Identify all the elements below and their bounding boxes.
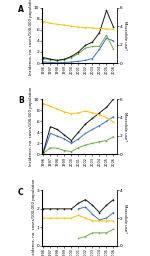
Y-axis label: Incidence, no. cases/100,000 population: Incidence, no. cases/100,000 population — [29, 87, 33, 166]
Y-axis label: Macrolide use*: Macrolide use* — [123, 204, 127, 233]
Y-axis label: Macrolide use*: Macrolide use* — [123, 112, 127, 141]
Y-axis label: Macrolide use*: Macrolide use* — [123, 21, 127, 50]
Text: B: B — [18, 96, 24, 105]
Y-axis label: Incidence, no. cases/100,000 population: Incidence, no. cases/100,000 population — [29, 0, 33, 75]
Text: C: C — [18, 188, 24, 197]
Text: A: A — [18, 5, 24, 14]
Y-axis label: Incidence, no. cases/100,000 population: Incidence, no. cases/100,000 population — [32, 178, 36, 256]
